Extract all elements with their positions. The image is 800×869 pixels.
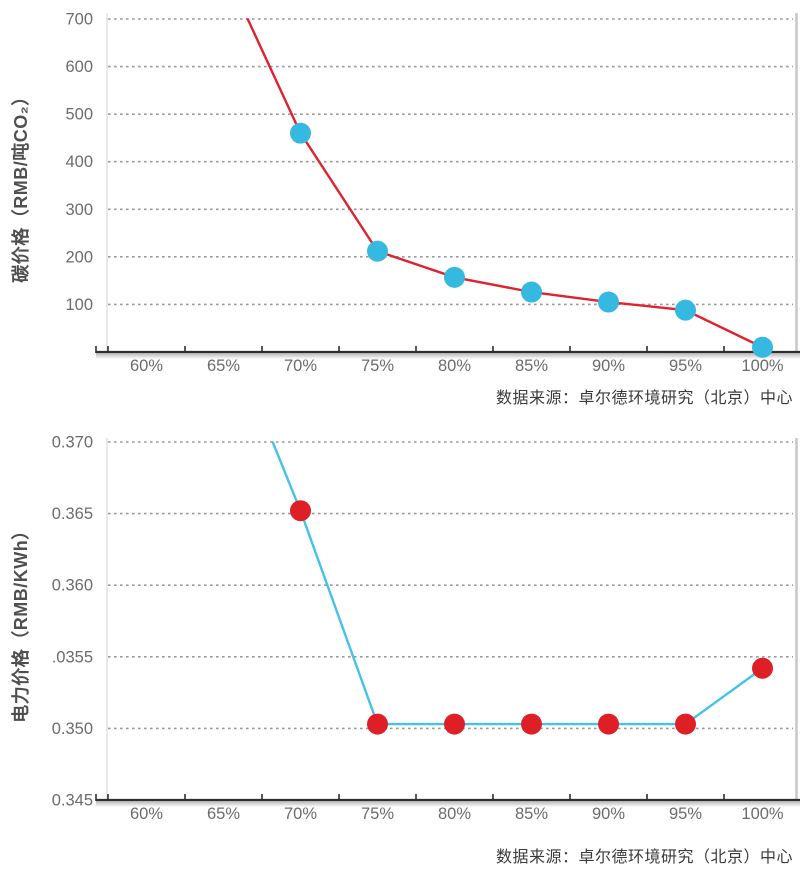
x-tick-label: 90% [592, 357, 625, 375]
electricity-chart-y-axis-title: 电力价格（RMB/KWh） [11, 521, 31, 723]
y-tick-label: 700 [65, 11, 93, 29]
data-point [444, 266, 465, 288]
data-point [290, 500, 311, 522]
y-tick-label: 600 [65, 58, 93, 76]
y-tick-label: 0.360 [52, 577, 93, 595]
x-tick-label: 60% [130, 805, 163, 823]
x-tick-label: 75% [361, 805, 394, 823]
x-tick-label: 80% [438, 805, 471, 823]
x-tick-label: 65% [207, 805, 240, 823]
series-line [271, 441, 764, 726]
y-tick-label: 100 [65, 296, 93, 314]
data-point [521, 281, 542, 303]
x-tick-label: 75% [361, 357, 394, 375]
data-point [598, 713, 619, 735]
data-point [752, 336, 773, 358]
data-point [367, 713, 388, 735]
x-tick-label: 95% [669, 357, 702, 375]
y-tick-label: 0.365 [52, 505, 93, 523]
x-tick-label: 70% [284, 357, 317, 375]
y-tick-label: 0.370 [52, 434, 93, 452]
carbon-chart-y-axis-title: 碳价格（RMB/吨CO₂） [11, 87, 31, 283]
data-point [675, 299, 696, 321]
y-tick-label: 400 [65, 153, 93, 171]
x-tick-label: 100% [741, 357, 784, 375]
y-tick-label: 500 [65, 106, 93, 124]
axis-shadow [96, 353, 800, 360]
data-point [675, 713, 696, 735]
x-tick-label: 65% [207, 357, 240, 375]
x-tick-label: 95% [669, 805, 702, 823]
carbon-chart-source-note: 数据来源：卓尔德环境研究（北京）中心 [495, 390, 793, 407]
axis-shadow [96, 801, 800, 808]
data-point [290, 122, 311, 144]
x-tick-label: 90% [592, 805, 625, 823]
y-tick-label: 200 [65, 248, 93, 266]
x-tick-label: 80% [438, 357, 471, 375]
series-line [246, 18, 764, 349]
y-tick-label: .0355 [52, 648, 93, 666]
data-point [598, 291, 619, 313]
x-tick-label: 85% [515, 357, 548, 375]
data-point [521, 713, 542, 735]
y-tick-label: 300 [65, 201, 93, 219]
data-point [444, 713, 465, 735]
data-point [752, 657, 773, 679]
x-tick-label: 100% [741, 805, 784, 823]
data-point [367, 240, 388, 262]
y-tick-label: 0.350 [52, 720, 93, 738]
electricity-chart-source-note: 数据来源：卓尔德环境研究（北京）中心 [495, 849, 793, 866]
x-tick-label: 85% [515, 805, 548, 823]
y-tick-label: 0.345 [52, 792, 93, 810]
x-tick-label: 60% [130, 357, 163, 375]
x-tick-label: 70% [284, 805, 317, 823]
